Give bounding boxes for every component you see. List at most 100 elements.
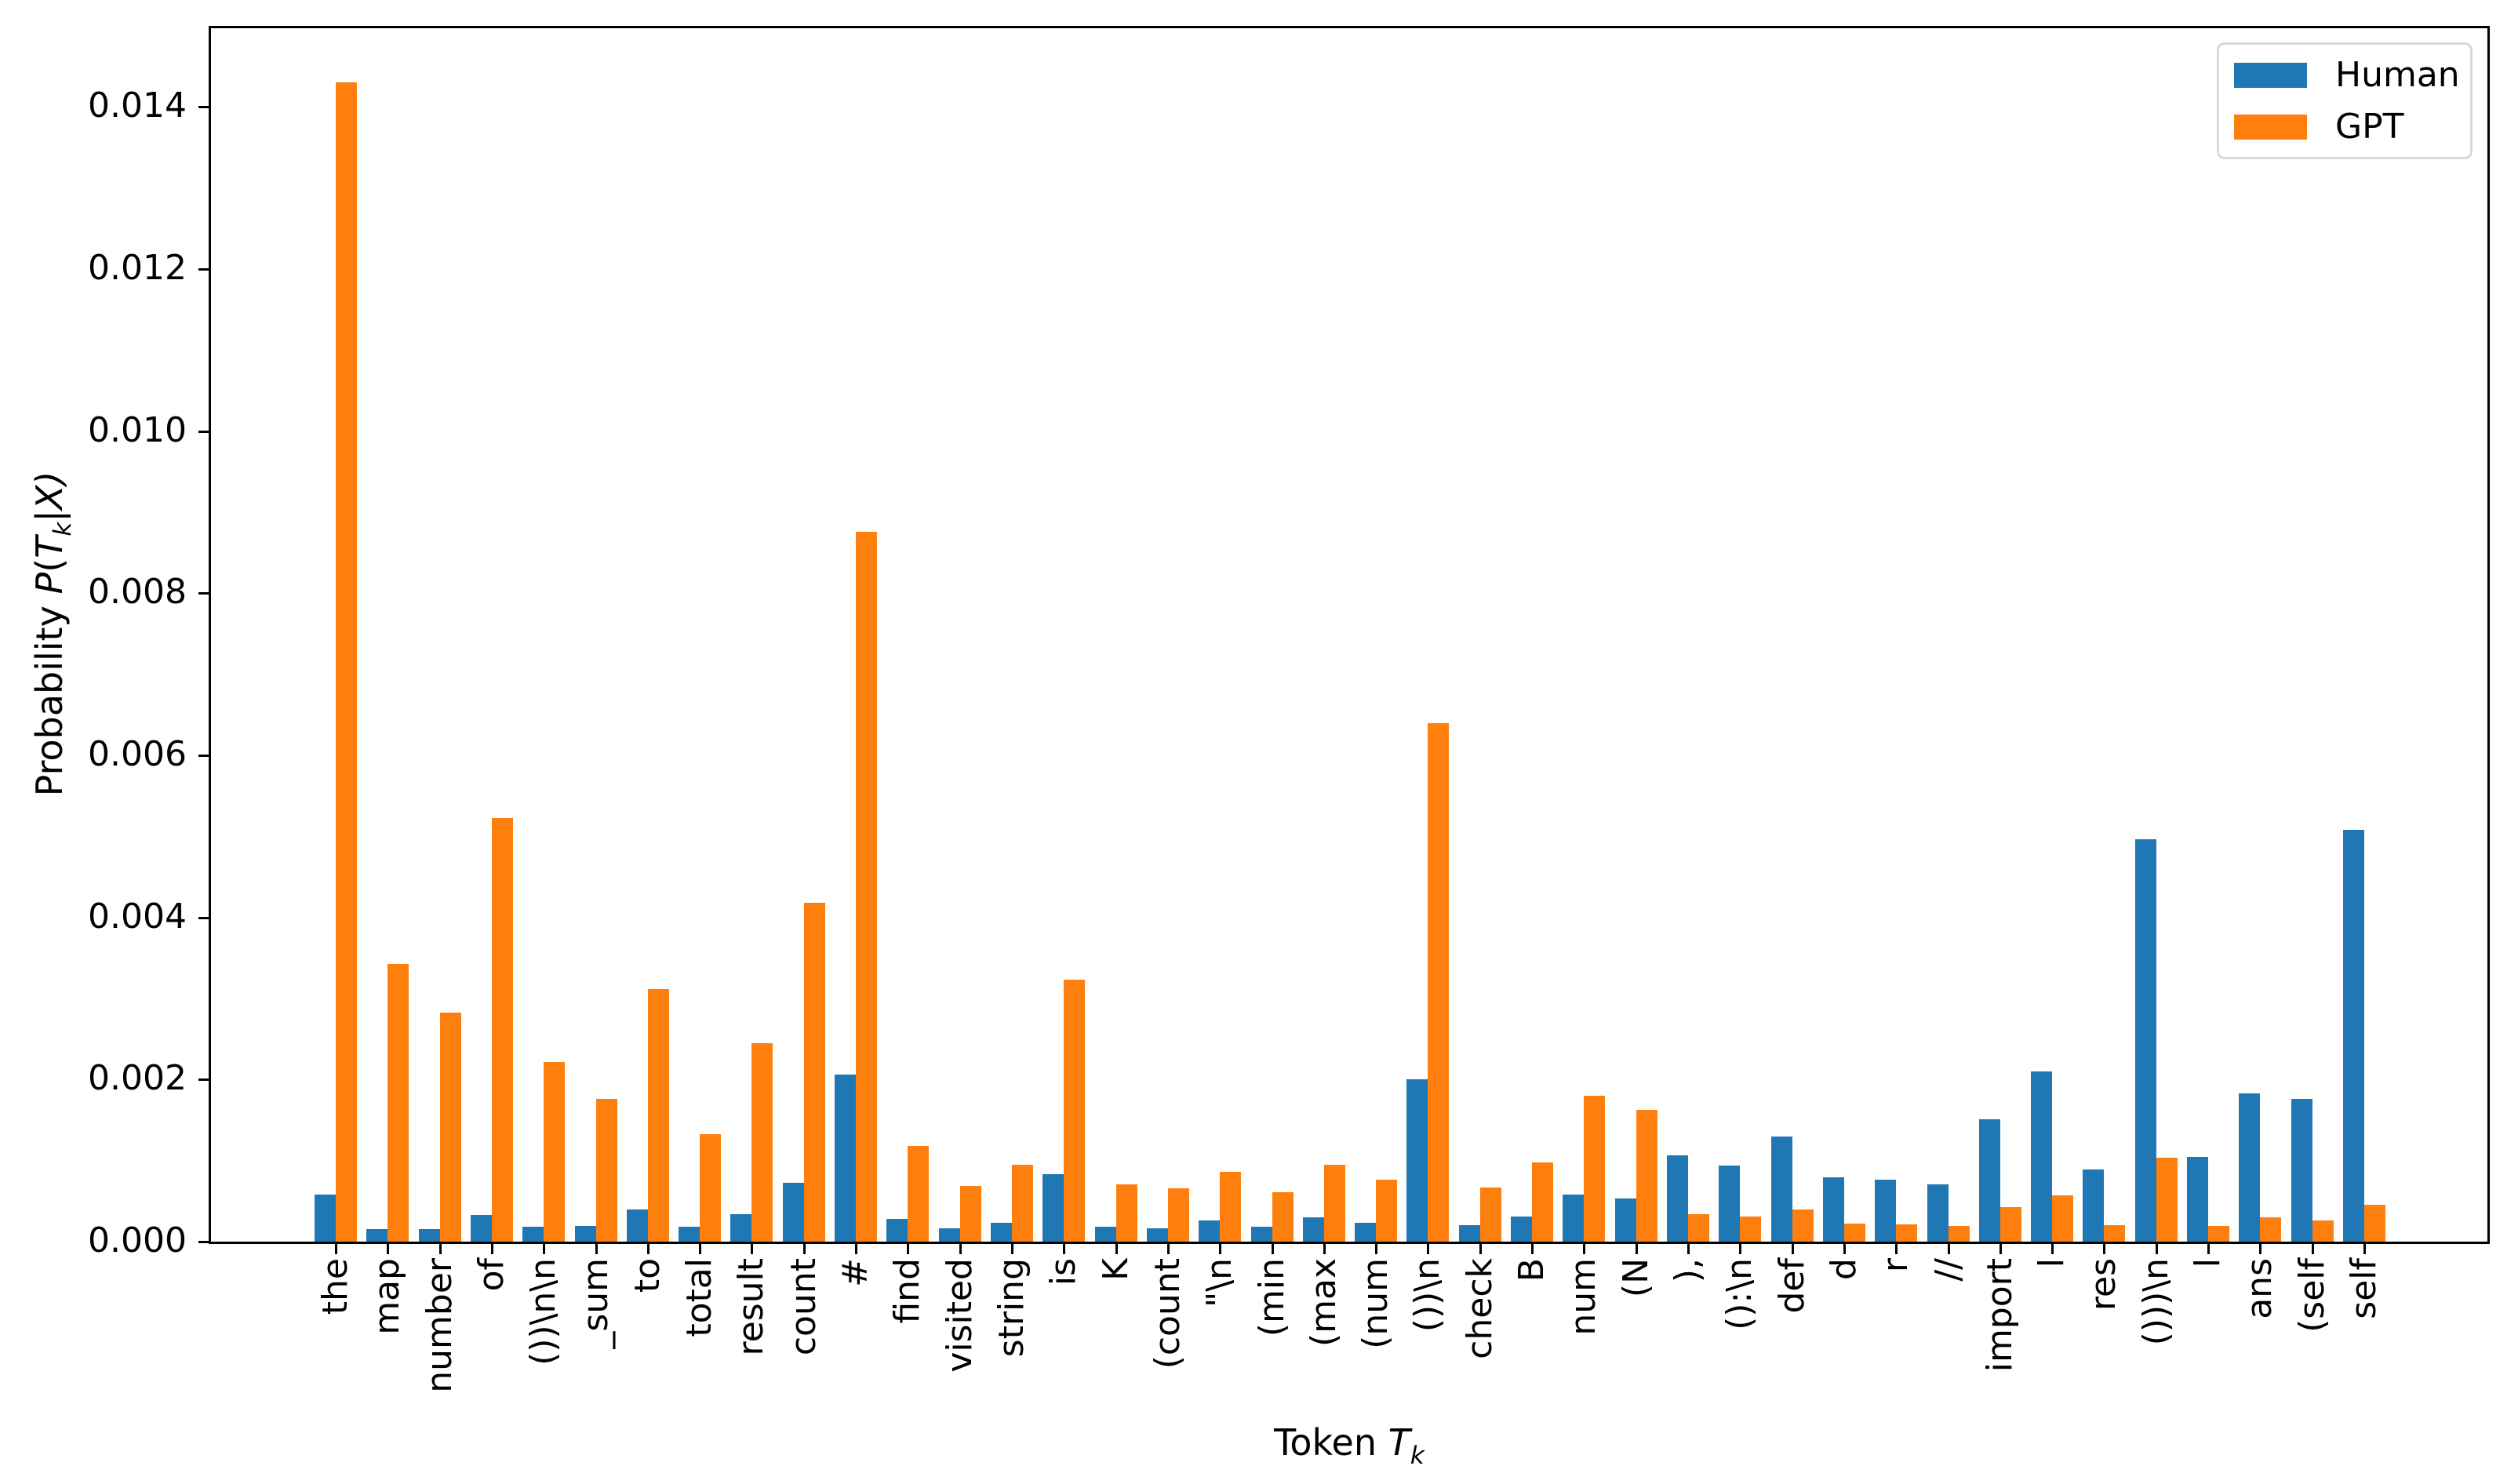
x-tick-mark-15 xyxy=(1115,1244,1118,1254)
bar-gpt-8 xyxy=(751,1043,773,1242)
x-tick-label-28: def xyxy=(1772,1258,1812,1314)
x-tick-mark-11 xyxy=(907,1244,909,1254)
x-tick-label-27: ():\n xyxy=(1719,1258,1759,1330)
y-axis-title-paren: ( xyxy=(28,558,71,573)
x-tick-label-37: ans xyxy=(2240,1258,2280,1319)
bar-human-33 xyxy=(2031,1071,2052,1242)
bar-human-22 xyxy=(1459,1225,1480,1242)
legend-label-gpt: GPT xyxy=(2335,106,2404,147)
x-tick-label-34: res xyxy=(2083,1258,2123,1311)
x-tick-mark-12 xyxy=(959,1244,962,1254)
bar-human-30 xyxy=(1875,1180,1896,1242)
x-tick-mark-8 xyxy=(751,1244,753,1254)
y-tick-label-4: 0.008 xyxy=(88,572,187,612)
x-tick-mark-24 xyxy=(1583,1244,1585,1254)
bar-gpt-33 xyxy=(2052,1195,2073,1242)
x-tick-mark-28 xyxy=(1792,1244,1794,1254)
x-tick-label-5: _sum xyxy=(576,1258,616,1349)
x-tick-mark-21 xyxy=(1427,1244,1429,1254)
x-tick-label-19: (max xyxy=(1304,1258,1344,1348)
bar-gpt-19 xyxy=(1324,1165,1345,1242)
bar-gpt-24 xyxy=(1584,1096,1605,1242)
x-axis-title-text: Token xyxy=(1274,1421,1388,1464)
x-tick-mark-5 xyxy=(595,1244,598,1254)
bar-gpt-39 xyxy=(2364,1205,2385,1242)
x-tick-label-36: l xyxy=(2188,1258,2228,1268)
x-axis-title: Token Tk xyxy=(1274,1421,1425,1470)
x-tick-mark-27 xyxy=(1739,1244,1741,1254)
x-tick-mark-20 xyxy=(1375,1244,1377,1254)
bar-gpt-2 xyxy=(440,1013,461,1242)
bar-gpt-18 xyxy=(1272,1192,1294,1242)
bar-gpt-21 xyxy=(1428,723,1449,1242)
x-tick-mark-22 xyxy=(1479,1244,1482,1254)
x-tick-label-20: (num xyxy=(1355,1258,1395,1349)
x-tick-mark-31 xyxy=(1948,1244,1950,1254)
bar-human-15 xyxy=(1095,1227,1116,1242)
x-tick-label-22: check xyxy=(1460,1258,1500,1359)
x-tick-mark-35 xyxy=(2156,1244,2158,1254)
bar-human-18 xyxy=(1251,1227,1272,1242)
x-axis-title-math: T xyxy=(1388,1421,1410,1464)
x-tick-label-38: (self xyxy=(2292,1258,2332,1333)
x-tick-mark-25 xyxy=(1636,1244,1638,1254)
bar-human-12 xyxy=(939,1228,960,1242)
x-tick-mark-16 xyxy=(1167,1244,1170,1254)
bar-human-8 xyxy=(730,1214,751,1242)
x-tick-label-17: "\n xyxy=(1199,1258,1239,1308)
x-tick-mark-37 xyxy=(2259,1244,2261,1254)
x-tick-mark-26 xyxy=(1687,1244,1690,1254)
bar-human-39 xyxy=(2343,830,2364,1242)
x-tick-label-25: (N xyxy=(1616,1258,1656,1298)
spine-left xyxy=(209,26,211,1244)
y-tick-mark-7 xyxy=(198,106,209,108)
x-tick-mark-10 xyxy=(855,1244,857,1254)
y-tick-label-6: 0.012 xyxy=(88,248,187,288)
x-tick-mark-29 xyxy=(1843,1244,1846,1254)
x-tick-mark-13 xyxy=(1011,1244,1013,1254)
x-tick-mark-32 xyxy=(1999,1244,2002,1254)
legend-item-gpt: GPT xyxy=(2234,106,2470,147)
bar-gpt-27 xyxy=(1740,1217,1761,1242)
bar-gpt-36 xyxy=(2208,1226,2229,1242)
y-axis-title-text: Probability xyxy=(28,594,71,797)
bar-human-5 xyxy=(575,1226,596,1242)
legend: Human GPT xyxy=(2217,42,2473,159)
legend-label-human: Human xyxy=(2335,54,2460,95)
bar-human-27 xyxy=(1719,1166,1740,1242)
x-tick-label-30: r xyxy=(1876,1258,1916,1273)
y-tick-mark-0 xyxy=(198,1241,209,1243)
x-tick-mark-30 xyxy=(1895,1244,1898,1254)
bar-human-17 xyxy=(1199,1220,1220,1242)
x-tick-label-0: the xyxy=(315,1258,355,1315)
x-tick-mark-14 xyxy=(1063,1244,1065,1254)
x-tick-label-4: ())\n\n xyxy=(523,1258,563,1366)
x-tick-label-8: result xyxy=(731,1258,771,1356)
bar-gpt-37 xyxy=(2260,1217,2281,1242)
bar-human-7 xyxy=(679,1227,700,1242)
spine-top xyxy=(209,26,2490,28)
bar-gpt-28 xyxy=(1792,1209,1814,1242)
y-tick-label-1: 0.002 xyxy=(88,1058,187,1098)
bar-gpt-35 xyxy=(2156,1158,2178,1242)
y-tick-mark-3 xyxy=(198,755,209,757)
x-tick-mark-9 xyxy=(803,1244,806,1254)
x-tick-label-12: visited xyxy=(940,1258,980,1373)
x-tick-label-15: K xyxy=(1096,1258,1136,1281)
y-tick-label-0: 0.000 xyxy=(88,1220,187,1260)
x-tick-mark-23 xyxy=(1531,1244,1534,1254)
x-tick-mark-39 xyxy=(2363,1244,2366,1254)
bar-gpt-34 xyxy=(2104,1225,2125,1242)
spine-right xyxy=(2487,26,2490,1244)
bar-human-3 xyxy=(471,1215,492,1242)
x-tick-mark-33 xyxy=(2051,1244,2054,1254)
x-tick-mark-3 xyxy=(491,1244,493,1254)
x-tick-label-13: string xyxy=(992,1258,1032,1358)
legend-swatch-gpt xyxy=(2234,114,2307,140)
bar-gpt-6 xyxy=(648,989,669,1242)
y-tick-mark-2 xyxy=(198,917,209,919)
x-tick-mark-0 xyxy=(335,1244,337,1254)
x-tick-label-35: ()))\n xyxy=(2136,1258,2176,1346)
bar-gpt-22 xyxy=(1480,1188,1501,1242)
